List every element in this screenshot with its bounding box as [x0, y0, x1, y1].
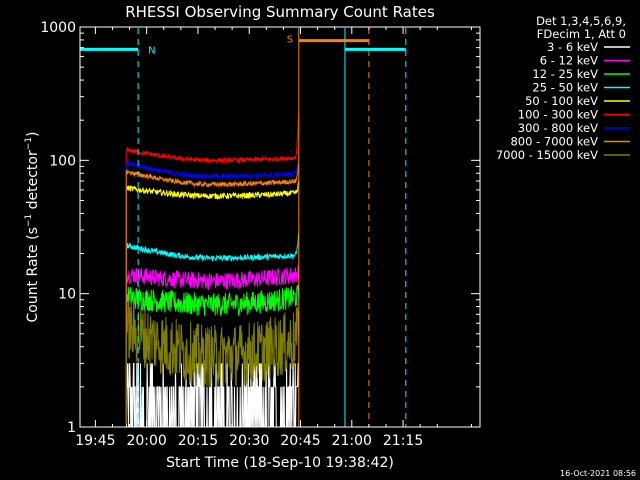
series-line — [125, 116, 299, 425]
series-layer — [125, 116, 299, 428]
x-tick-label: 21:00 — [332, 433, 372, 449]
legend-entry-label: 100 - 300 keV — [518, 108, 598, 122]
series-line — [125, 265, 299, 425]
x-tick-label: 20:30 — [229, 433, 269, 449]
series-line — [125, 181, 299, 425]
series-line — [125, 163, 299, 425]
y-axis-label-part2: detector — [25, 150, 41, 214]
x-tick-label: 20:15 — [178, 433, 218, 449]
x-tick-label: 19:45 — [75, 433, 115, 449]
legend: Det 1,3,4,5,6,9,FDecim 1, Att 03 - 6 keV… — [496, 14, 630, 162]
legend-entry-label: 6 - 12 keV — [540, 54, 598, 68]
annotation-label: S — [287, 35, 293, 46]
legend-entry-label: 7000 - 15000 keV — [496, 148, 598, 162]
legend-entry-label: 50 - 100 keV — [525, 94, 598, 108]
x-tick-label: 20:45 — [280, 433, 320, 449]
legend-entry-label: 3 - 6 keV — [547, 40, 598, 54]
x-axis-label: Start Time (18-Sep-10 19:38:42) — [166, 455, 394, 471]
plot-frame — [79, 26, 481, 428]
y-axis-label: Count Rate (s−1 detector−1) — [24, 132, 41, 323]
chart-title: RHESSI Observing Summary Count Rates — [125, 3, 435, 21]
y-tick-label: 10 — [58, 287, 76, 303]
x-tick-label: 21:15 — [383, 433, 423, 449]
timestamp: 16-Oct-2021 08:56 — [560, 469, 636, 478]
legend-header: Det 1,3,4,5,6,9, — [536, 14, 626, 28]
x-tick-label: 20:00 — [126, 433, 166, 449]
series-line — [125, 233, 299, 425]
y-tick-label: 1000 — [40, 20, 76, 36]
series-line — [125, 155, 299, 425]
annotation-label: N — [148, 45, 155, 56]
legend-entry-label: 25 - 50 keV — [532, 81, 598, 95]
y-axis-label-part3: ) — [25, 132, 41, 137]
legend-header: FDecim 1, Att 0 — [537, 27, 626, 41]
series-line — [125, 284, 299, 425]
legend-entry-label: 300 - 800 keV — [518, 121, 598, 135]
y-tick-label: 100 — [49, 153, 76, 169]
y-axis-label-sup1: −1 — [24, 214, 34, 227]
series-line — [125, 300, 299, 425]
y-axis-label-part1: Count Rate (s — [25, 227, 41, 322]
y-tick-label: 1 — [67, 420, 76, 436]
y-axis-label-sup2: −1 — [24, 137, 34, 150]
legend-entry-label: 12 - 25 keV — [532, 67, 598, 81]
axes-layer: 19:45 20:00 20:15 20:30 20:45 21:00 21:15 1 10 10… — [40, 20, 480, 449]
legend-entry-label: 800 - 7000 keV — [510, 135, 598, 149]
